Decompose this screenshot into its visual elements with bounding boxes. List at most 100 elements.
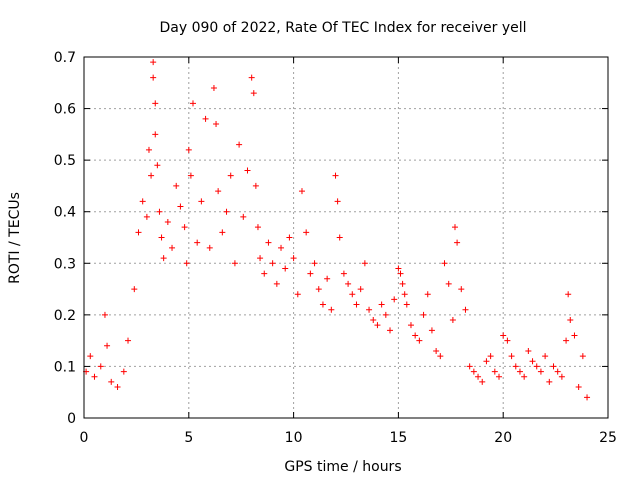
data-point — [483, 358, 490, 365]
data-point — [521, 373, 528, 380]
data-point — [504, 337, 511, 344]
data-point — [397, 270, 404, 277]
data-point — [202, 115, 209, 122]
data-point — [382, 311, 389, 318]
data-point — [87, 353, 94, 360]
data-point — [479, 378, 486, 385]
data-point — [403, 301, 410, 308]
data-point — [319, 301, 326, 308]
data-point — [529, 358, 536, 365]
data-point — [273, 280, 280, 287]
data-point — [248, 74, 255, 81]
data-point — [169, 244, 176, 251]
data-point — [433, 347, 440, 354]
data-point — [104, 342, 111, 349]
data-point — [185, 146, 192, 153]
data-point — [160, 255, 167, 262]
data-point — [158, 234, 165, 241]
data-point — [449, 317, 456, 324]
data-point — [125, 337, 132, 344]
data-point — [152, 131, 159, 138]
data-point — [516, 368, 523, 375]
data-point — [139, 198, 146, 205]
data-point — [462, 306, 469, 313]
data-point — [542, 353, 549, 360]
data-point — [357, 286, 364, 293]
data-point — [512, 363, 519, 370]
data-point — [370, 317, 377, 324]
data-point — [391, 296, 398, 303]
y-tick-label: 0.7 — [54, 50, 76, 66]
data-point — [143, 213, 150, 220]
data-point — [349, 291, 356, 298]
data-point — [219, 229, 226, 236]
x-tick-label: 15 — [389, 430, 407, 446]
data-point — [227, 172, 234, 179]
data-point — [428, 327, 435, 334]
data-point — [261, 270, 268, 277]
data-point — [303, 229, 310, 236]
data-point — [424, 291, 431, 298]
data-point — [420, 311, 427, 318]
data-point — [571, 332, 578, 339]
data-point — [145, 146, 152, 153]
data-point — [412, 332, 419, 339]
data-point — [210, 84, 217, 91]
data-point — [575, 384, 582, 391]
data-point — [454, 239, 461, 246]
data-point — [156, 208, 163, 215]
data-point — [101, 311, 108, 318]
data-point — [250, 90, 257, 97]
data-point — [278, 244, 285, 251]
data-point — [550, 363, 557, 370]
data-point — [164, 219, 171, 226]
data-point — [401, 291, 408, 298]
data-point — [240, 213, 247, 220]
data-point — [265, 239, 272, 246]
data-point — [206, 244, 213, 251]
data-point — [366, 306, 373, 313]
y-tick-label: 0.4 — [54, 205, 76, 221]
data-point — [194, 239, 201, 246]
data-point — [177, 203, 184, 210]
y-tick-label: 0.2 — [54, 308, 76, 324]
data-point — [579, 353, 586, 360]
data-point — [231, 260, 238, 267]
data-point — [198, 198, 205, 205]
data-point — [336, 234, 343, 241]
data-point — [508, 353, 515, 360]
data-point — [332, 172, 339, 179]
data-point — [150, 74, 157, 81]
data-point — [152, 100, 159, 107]
data-point — [307, 270, 314, 277]
data-point — [496, 373, 503, 380]
data-point — [458, 286, 465, 293]
data-point — [215, 188, 222, 195]
data-point — [451, 224, 458, 231]
chart-title: Day 090 of 2022, Rate Of TEC Index for r… — [159, 20, 526, 36]
data-point — [135, 229, 142, 236]
data-point — [328, 306, 335, 313]
data-point — [120, 368, 127, 375]
data-point — [537, 368, 544, 375]
data-point — [500, 332, 507, 339]
data-point — [311, 260, 318, 267]
data-point — [387, 327, 394, 334]
data-point — [244, 167, 251, 174]
data-point — [315, 286, 322, 293]
x-tick-label: 0 — [80, 430, 89, 446]
data-points — [83, 59, 591, 401]
data-point — [154, 162, 161, 169]
data-point — [257, 255, 264, 262]
y-axis-label: ROTI / TECUs — [7, 192, 23, 284]
data-point — [223, 208, 230, 215]
data-point — [554, 368, 561, 375]
data-point — [189, 100, 196, 107]
data-point — [353, 301, 360, 308]
data-point — [546, 378, 553, 385]
data-point — [437, 353, 444, 360]
data-point — [108, 378, 115, 385]
data-point — [252, 182, 259, 189]
data-point — [395, 265, 402, 272]
